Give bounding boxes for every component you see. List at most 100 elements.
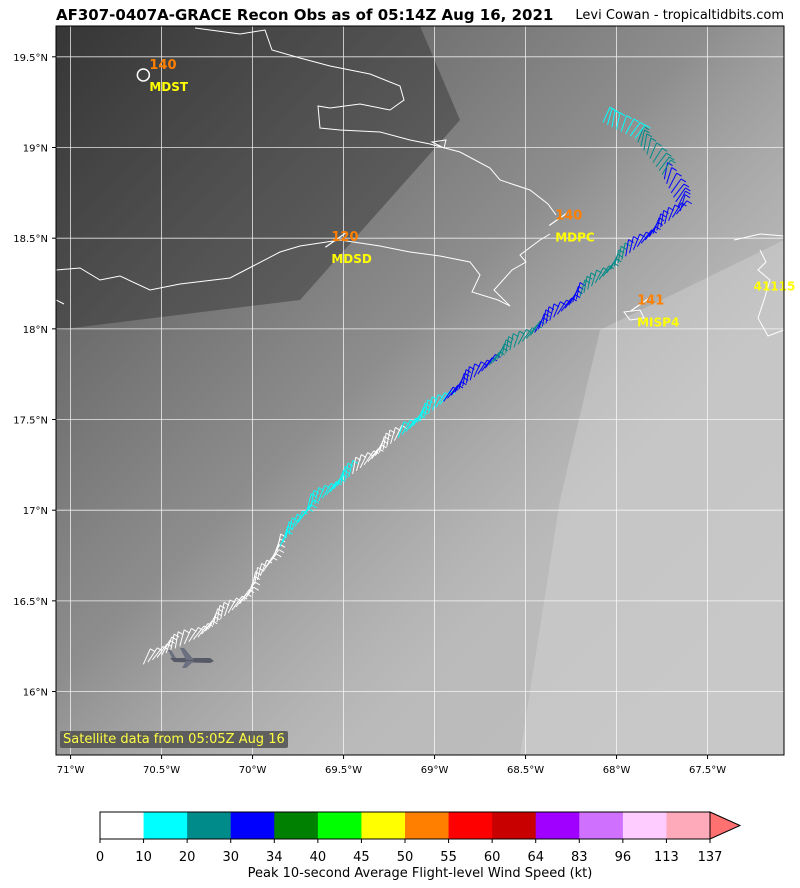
wind-barb-flag xyxy=(508,336,514,340)
wind-barb-flag xyxy=(313,489,320,494)
wind-barb-flag xyxy=(661,147,668,152)
wind-barb xyxy=(572,286,579,303)
wind-barb xyxy=(386,429,391,447)
wind-barb xyxy=(208,612,217,629)
wind-barb-flag xyxy=(633,118,640,123)
wind-barb-flag xyxy=(560,301,566,306)
wind-barb-flag xyxy=(669,156,675,161)
wind-barb-flag xyxy=(156,647,163,652)
wind-barb xyxy=(509,333,514,351)
colorbar-segment xyxy=(666,812,711,839)
wind-barb xyxy=(363,450,375,466)
wind-barb xyxy=(598,265,610,280)
wind-barb-flag xyxy=(461,381,467,386)
wind-barb xyxy=(646,137,652,155)
colorbar-segment xyxy=(535,812,580,839)
wind-barb xyxy=(594,267,604,284)
map-frame xyxy=(55,25,785,756)
wind-colorbar: 0 10 20 30 34 40 45 50 55 60 64 83 96 113 137 xyxy=(96,811,742,865)
wind-barb xyxy=(587,272,592,290)
wind-barb xyxy=(340,466,346,484)
wind-barb xyxy=(625,239,630,257)
wind-barb-flag xyxy=(419,414,426,419)
station-id-label: 41115 xyxy=(754,279,796,293)
colorbar-tick-label: 55 xyxy=(440,850,457,865)
wind-barb-flag xyxy=(313,499,320,504)
gridlines xyxy=(56,26,784,755)
satellite-timestamp-label: Satellite data from 05:05Z Aug 16 xyxy=(60,731,288,748)
wind-barb xyxy=(477,359,488,375)
wind-barb xyxy=(621,242,626,260)
wind-barb xyxy=(401,419,411,435)
wind-barb xyxy=(679,194,686,212)
wind-barb-flag xyxy=(427,399,433,404)
wind-barb xyxy=(224,599,231,617)
wind-barb xyxy=(212,608,219,626)
station-wind-value: 140 xyxy=(149,58,176,73)
wind-barb-flag xyxy=(480,361,487,366)
wind-barb xyxy=(243,587,255,602)
wind-barb xyxy=(656,213,662,231)
wind-barb-flag xyxy=(646,133,653,138)
wind-barb xyxy=(282,525,289,543)
wind-barb xyxy=(517,329,527,345)
colorbar-tick-label: 137 xyxy=(698,850,723,865)
wind-barb xyxy=(183,628,192,645)
wind-barb xyxy=(613,249,620,267)
wind-barb xyxy=(625,118,635,135)
lat-tick-label: 17°N xyxy=(23,506,48,517)
wind-barb xyxy=(611,110,616,128)
lat-axis-labels: 19.5°N 19°N 18.5°N 18°N 17.5°N 17°N 16.5°N 16°N xyxy=(13,53,56,699)
wind-barb-flag xyxy=(254,581,261,586)
wind-barb-flag xyxy=(643,126,650,130)
wind-barb-flag xyxy=(526,329,532,333)
wind-barb xyxy=(496,343,505,360)
wind-barb xyxy=(220,602,225,620)
lon-tick-label: 69°W xyxy=(421,765,449,776)
wind-barb-flag xyxy=(216,612,222,617)
colorbar-segment xyxy=(317,812,362,839)
colorbar-segment xyxy=(579,812,624,839)
wind-barb xyxy=(431,394,439,411)
wind-barb-flag xyxy=(579,282,586,287)
station-id-label: MDST xyxy=(149,80,189,94)
wind-barb-flag xyxy=(639,122,646,126)
wind-barb-flag xyxy=(670,159,676,164)
credit-text: Levi Cowan - tropicaltidbits.com xyxy=(575,8,784,23)
colorbar-tick-label: 64 xyxy=(527,850,544,865)
wind-barb xyxy=(629,122,641,137)
wind-barb xyxy=(165,636,173,654)
wind-barb-flag xyxy=(619,112,626,117)
wind-barb xyxy=(575,282,581,300)
wind-barb xyxy=(677,190,686,207)
lon-tick-label: 69.5°W xyxy=(325,765,362,776)
wind-barb xyxy=(259,559,268,576)
wind-barb xyxy=(560,297,573,312)
station-markers: 140 MDST 120 MDSD 140 MDPC 141 MISP4 41115 xyxy=(136,58,796,330)
wind-barb xyxy=(525,324,538,339)
wind-barb-flag xyxy=(586,275,593,280)
wind-barb xyxy=(424,399,429,417)
colorbar-tick-label: 83 xyxy=(571,850,588,865)
wind-barb xyxy=(583,276,588,293)
wind-barb-flag xyxy=(296,513,303,518)
wind-barb xyxy=(666,167,673,184)
colorbar-title: Peak 10-second Average Flight-level Wind… xyxy=(247,866,593,881)
wind-barb xyxy=(447,384,459,399)
wind-barb-flag xyxy=(650,137,657,142)
colorbar-tick-label: 34 xyxy=(266,850,283,865)
wind-barb-flag xyxy=(656,142,662,147)
station-wind-barb xyxy=(325,232,346,248)
wind-barb-flag xyxy=(276,553,282,558)
lon-axis-labels: 71°W 70.5°W 70°W 69.5°W 69°W 68.5°W 68°W 67.5°W xyxy=(57,755,726,776)
station-id-label: MDPC xyxy=(555,230,595,244)
wind-barb xyxy=(549,303,555,321)
wind-barb xyxy=(216,605,221,623)
wind-barb-flag xyxy=(291,517,298,522)
lat-tick-label: 19.5°N xyxy=(13,53,48,64)
wind-barb xyxy=(254,567,259,585)
wind-barb xyxy=(632,233,641,251)
wind-barb xyxy=(310,490,315,508)
wind-barb xyxy=(664,207,670,225)
wind-barb xyxy=(637,126,645,143)
